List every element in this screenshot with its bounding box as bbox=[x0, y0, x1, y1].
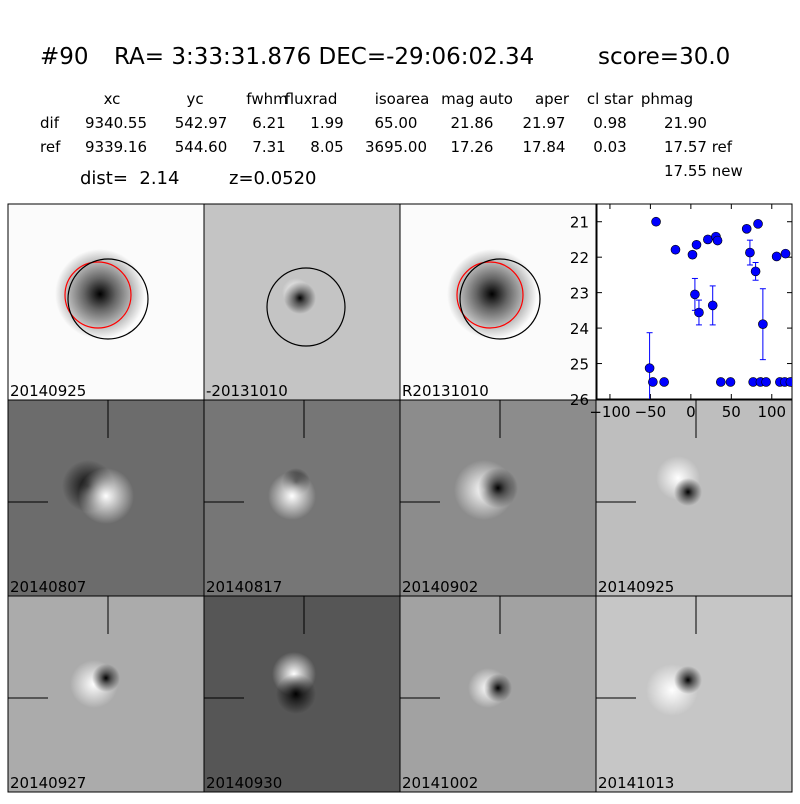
object-id: #90 bbox=[40, 44, 89, 70]
data-point bbox=[715, 377, 726, 387]
redshift: z=0.0520 bbox=[229, 168, 317, 189]
table-cell: 0.98 bbox=[593, 114, 626, 132]
stamp-label: -20131010 bbox=[206, 382, 288, 400]
data-point bbox=[690, 289, 700, 300]
data-point bbox=[670, 244, 681, 255]
data-point bbox=[712, 235, 723, 246]
source-blob bbox=[674, 666, 702, 694]
y-tick-label: 21 bbox=[570, 214, 589, 232]
x-tick-label: −50 bbox=[635, 403, 667, 421]
distance: dist= 2.14 bbox=[80, 168, 179, 189]
source-blob bbox=[484, 674, 512, 702]
source-blob bbox=[674, 478, 702, 506]
score: score=30.0 bbox=[598, 44, 730, 70]
source-blob bbox=[478, 468, 518, 508]
table-cell: 0.03 bbox=[593, 138, 626, 156]
table-cell: 17.84 bbox=[523, 138, 566, 156]
y-tick-label: 24 bbox=[570, 320, 589, 338]
y-tick-label: 23 bbox=[570, 285, 589, 303]
column-header: cl star bbox=[587, 90, 634, 108]
table-cell: 9339.16 bbox=[85, 138, 147, 156]
data-point bbox=[644, 363, 655, 373]
stamp-label: 20141013 bbox=[598, 774, 674, 792]
data-point bbox=[785, 377, 792, 387]
column-header: isoarea bbox=[375, 90, 430, 108]
stamp-label: 20140925 bbox=[598, 578, 674, 596]
data-point bbox=[648, 377, 658, 387]
dif-aperture bbox=[459, 258, 541, 340]
x-tick-label: 50 bbox=[722, 403, 741, 421]
table-cell: 8.05 bbox=[310, 138, 343, 156]
table-cell: 3695.00 bbox=[365, 138, 427, 156]
dif-aperture bbox=[266, 267, 346, 347]
data-point bbox=[741, 224, 752, 234]
stamp-label: 20140817 bbox=[206, 578, 282, 596]
ref-aperture bbox=[456, 261, 524, 329]
table-cell: 21.86 bbox=[451, 114, 494, 132]
y-tick-label: 26 bbox=[570, 391, 589, 409]
table-cell: 6.21 bbox=[252, 114, 285, 132]
data-point bbox=[780, 248, 791, 259]
source-blob bbox=[284, 282, 316, 314]
column-header: fluxrad bbox=[285, 90, 338, 108]
source-blob bbox=[268, 472, 316, 520]
data-point bbox=[691, 239, 702, 250]
table-cell: 544.60 bbox=[175, 138, 228, 156]
column-header: mag auto bbox=[441, 90, 513, 108]
column-header: xc bbox=[104, 90, 121, 108]
stamp-label: 20141002 bbox=[402, 774, 478, 792]
data-point bbox=[687, 249, 698, 260]
table-cell: 21.90 bbox=[664, 114, 707, 132]
plot-marks bbox=[644, 216, 792, 399]
source-blob bbox=[78, 468, 134, 524]
data-point bbox=[745, 247, 755, 258]
stamp-label: R20131010 bbox=[402, 382, 489, 400]
table-cell: 542.97 bbox=[175, 114, 228, 132]
table-cell: 21.97 bbox=[523, 114, 566, 132]
column-header: fwhm bbox=[246, 90, 287, 108]
x-tick-label: 0 bbox=[686, 403, 696, 421]
stamp-label: 20140930 bbox=[206, 774, 282, 792]
stamp-label: 20140925 bbox=[10, 382, 86, 400]
x-tick-label: −100 bbox=[589, 403, 630, 421]
phmag-new: 17.55 new bbox=[664, 162, 743, 180]
table-cell: 9340.55 bbox=[85, 114, 147, 132]
column-header: phmag bbox=[641, 90, 693, 108]
data-point bbox=[758, 319, 768, 329]
table-cell: 17.26 bbox=[451, 138, 494, 156]
data-point bbox=[725, 377, 736, 387]
stamp-label: 20140927 bbox=[10, 774, 86, 792]
coordinates: RA= 3:33:31.876 DEC=-29:06:02.34 bbox=[114, 44, 534, 70]
stamp-label: 20140807 bbox=[10, 578, 86, 596]
data-point bbox=[703, 234, 713, 245]
data-point bbox=[750, 266, 761, 277]
data-point bbox=[753, 219, 763, 229]
row-label: dif bbox=[40, 114, 60, 132]
table-cell: 1.99 bbox=[310, 114, 343, 132]
dif-aperture bbox=[67, 258, 149, 340]
data-point bbox=[761, 377, 771, 387]
stamp-label: 20140902 bbox=[402, 578, 478, 596]
x-tick-label: 100 bbox=[757, 403, 786, 421]
y-tick-label: 25 bbox=[570, 356, 589, 374]
ref-aperture bbox=[64, 261, 132, 329]
data-point bbox=[659, 377, 669, 387]
source-blob bbox=[276, 674, 316, 714]
data-point bbox=[651, 216, 661, 227]
table-cell: 7.31 bbox=[252, 138, 285, 156]
column-header: yc bbox=[186, 90, 203, 108]
column-header: aper bbox=[535, 90, 570, 108]
table-cell: 65.00 bbox=[375, 114, 418, 132]
table-cell: 17.57 ref bbox=[664, 138, 733, 156]
row-label: ref bbox=[40, 138, 61, 156]
data-point bbox=[694, 307, 704, 318]
y-tick-label: 22 bbox=[570, 249, 589, 267]
source-blob bbox=[92, 664, 120, 692]
data-point bbox=[771, 251, 782, 262]
data-point bbox=[707, 300, 718, 311]
